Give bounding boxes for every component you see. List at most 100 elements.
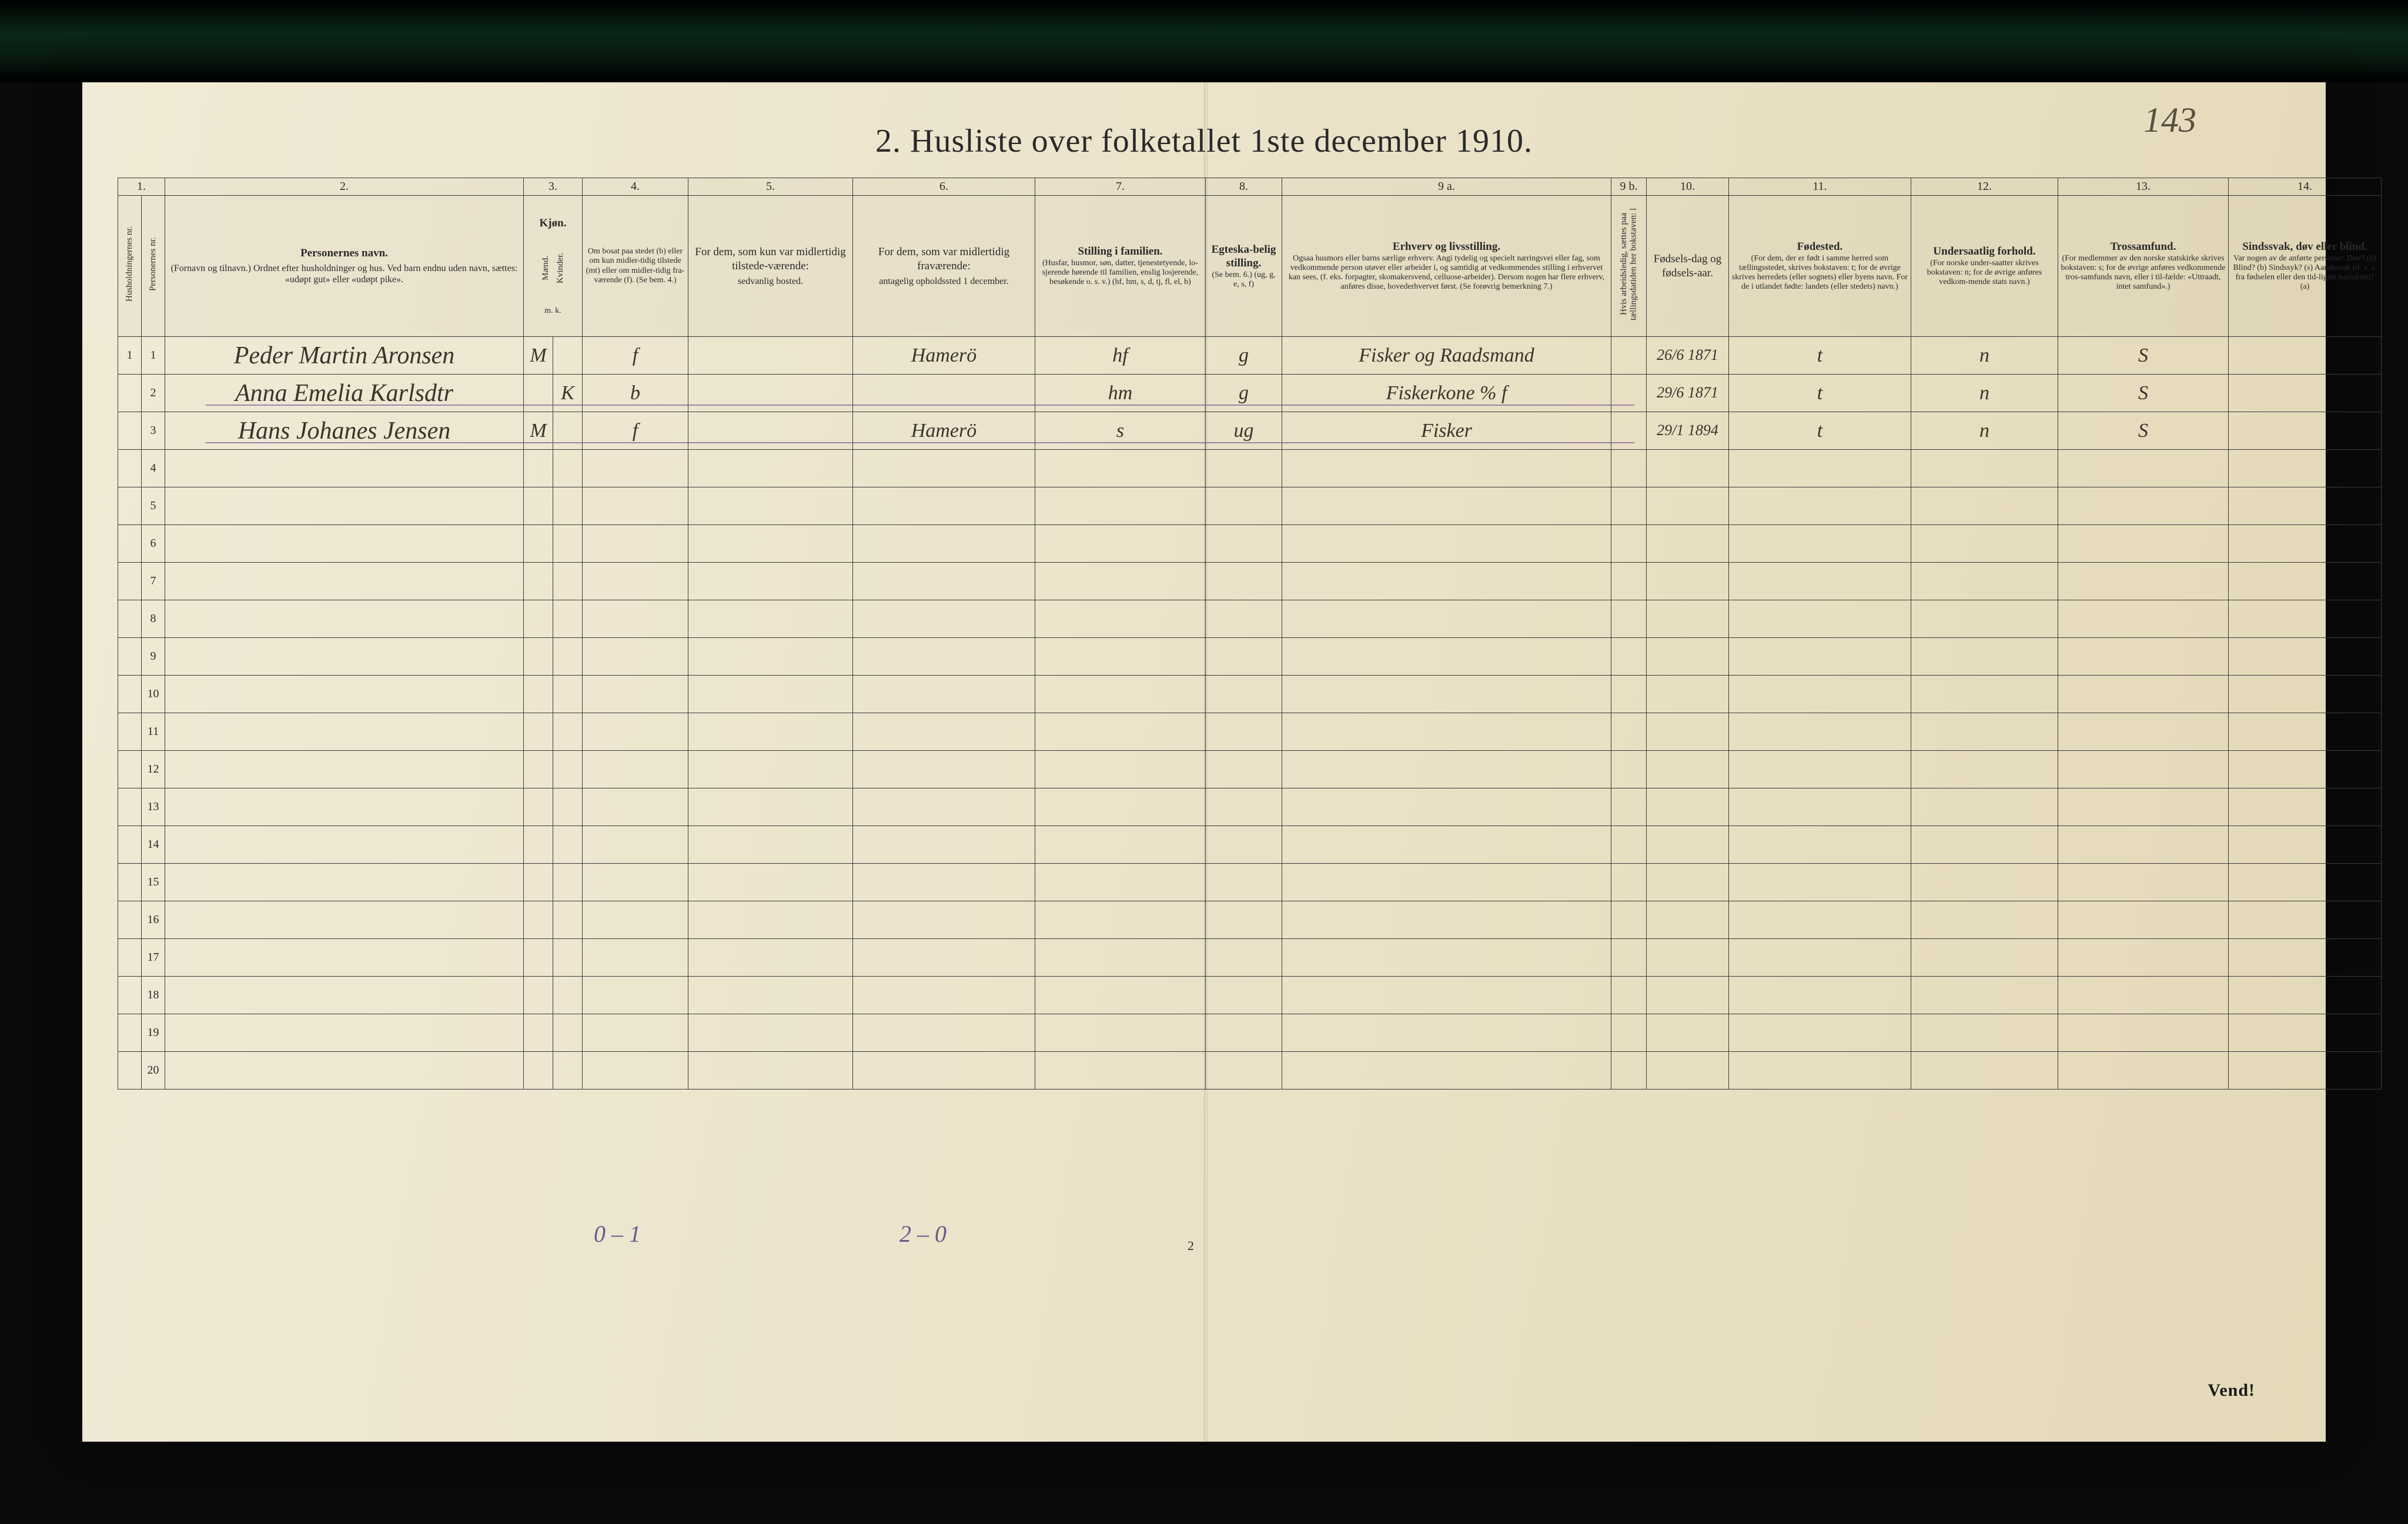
page-fold [1204, 82, 1208, 1442]
header-text: Egteska-belig stilling. [1212, 243, 1276, 270]
cell-text: g [1239, 345, 1249, 366]
table-cell [524, 676, 553, 713]
cell-text: Fisker og Raadsmand [1359, 345, 1534, 366]
table-cell [853, 826, 1035, 864]
table-cell [1035, 600, 1206, 638]
table-cell [2229, 450, 2382, 487]
table-cell [165, 901, 524, 939]
table-cell [853, 676, 1035, 713]
cell-text: t [1817, 420, 1822, 442]
table-cell [1729, 751, 1911, 788]
header-subtext: Var nogen av de anførte personer: Døv? (… [2231, 254, 2379, 292]
table-cell [553, 450, 583, 487]
table-cell [583, 450, 688, 487]
header-text: Kjøn. [540, 217, 567, 229]
table-cell [2229, 826, 2382, 864]
table-cell [2058, 1052, 2229, 1089]
underline-stroke [206, 442, 1634, 443]
table-cell: Peder Martin Aronsen [165, 337, 524, 375]
cell-text: Fiskerkone % f [1386, 382, 1507, 404]
table-cell [553, 600, 583, 638]
table-cell [1206, 864, 1282, 901]
table-cell: g [1206, 337, 1282, 375]
table-cell: hm [1035, 375, 1206, 412]
table-row: 11Peder Martin AronsenMfHameröhfgFisker … [118, 337, 2382, 375]
table-cell [1729, 788, 1911, 826]
table-cell [1035, 939, 1206, 977]
table-cell [1911, 563, 2058, 600]
table-cell [1647, 939, 1729, 977]
cell-text: 1 [150, 349, 156, 362]
cell-text: 26/6 1871 [1657, 346, 1718, 363]
table-cell: f [583, 412, 688, 450]
table-cell [553, 1014, 583, 1052]
cell-text: Hans Johanes Jensen [238, 417, 451, 444]
colnum: 10. [1647, 178, 1729, 196]
table-cell [118, 563, 142, 600]
table-cell: t [1729, 375, 1911, 412]
table-cell [688, 939, 853, 977]
header-subtext: (Se bem. 6.) (ug, g, e, s, f) [1208, 270, 1279, 289]
colnum: 9 b. [1611, 178, 1647, 196]
table-cell [1647, 487, 1729, 525]
cell-text: f [633, 420, 638, 442]
table-cell: b [583, 375, 688, 412]
header-residence: Om bosat paa stedet (b) eller om kun mid… [583, 196, 688, 337]
table-cell [2058, 563, 2229, 600]
table-cell: 13 [142, 788, 165, 826]
table-cell [688, 751, 853, 788]
table-cell [583, 751, 688, 788]
table-cell [1911, 901, 2058, 939]
table-cell [583, 901, 688, 939]
table-row: 18 [118, 977, 2382, 1014]
table-cell [2058, 751, 2229, 788]
table-cell [1282, 826, 1611, 864]
table-cell: 15 [142, 864, 165, 901]
table-cell [553, 487, 583, 525]
table-cell [1611, 1014, 1647, 1052]
table-cell [1729, 450, 1911, 487]
table-cell [1035, 676, 1206, 713]
cell-text: 7 [150, 574, 156, 587]
table-cell [853, 487, 1035, 525]
table-cell [1282, 1014, 1611, 1052]
header-text: Erhverv og livsstilling. [1393, 240, 1500, 253]
header-birthdate: Fødsels-dag og fødsels-aar. [1647, 196, 1729, 337]
cell-text: Hamerö [911, 420, 976, 442]
table-cell [2229, 751, 2382, 788]
header-nationality: Undersaatlig forhold. (For norske under-… [1911, 196, 2058, 337]
table-cell [165, 676, 524, 713]
table-cell [553, 939, 583, 977]
table-cell: 2 [142, 375, 165, 412]
table-cell: 10 [142, 676, 165, 713]
table-cell [1647, 901, 1729, 939]
table-cell [853, 450, 1035, 487]
colnum: 14. [2229, 178, 2382, 196]
table-cell [583, 977, 688, 1014]
cell-text: hm [1108, 382, 1133, 404]
cell-text: 5 [150, 499, 156, 512]
table-cell [1911, 638, 2058, 676]
table-cell [118, 713, 142, 751]
table-cell [2058, 939, 2229, 977]
table-cell [583, 864, 688, 901]
table-cell [2229, 525, 2382, 563]
table-row: 16 [118, 901, 2382, 939]
table-cell [1282, 525, 1611, 563]
table-cell [1611, 751, 1647, 788]
table-cell [853, 563, 1035, 600]
table-cell: 14 [142, 826, 165, 864]
header-text: Husholdningernes nr. [125, 199, 135, 329]
table-cell [553, 676, 583, 713]
table-cell [1647, 1014, 1729, 1052]
table-cell [2058, 638, 2229, 676]
table-cell [1206, 751, 1282, 788]
table-cell [1282, 977, 1611, 1014]
colnum: 12. [1911, 178, 2058, 196]
table-cell [524, 826, 553, 864]
table-cell [1282, 751, 1611, 788]
table-cell [524, 450, 553, 487]
table-cell [2229, 864, 2382, 901]
table-cell [118, 901, 142, 939]
table-row: 9 [118, 638, 2382, 676]
